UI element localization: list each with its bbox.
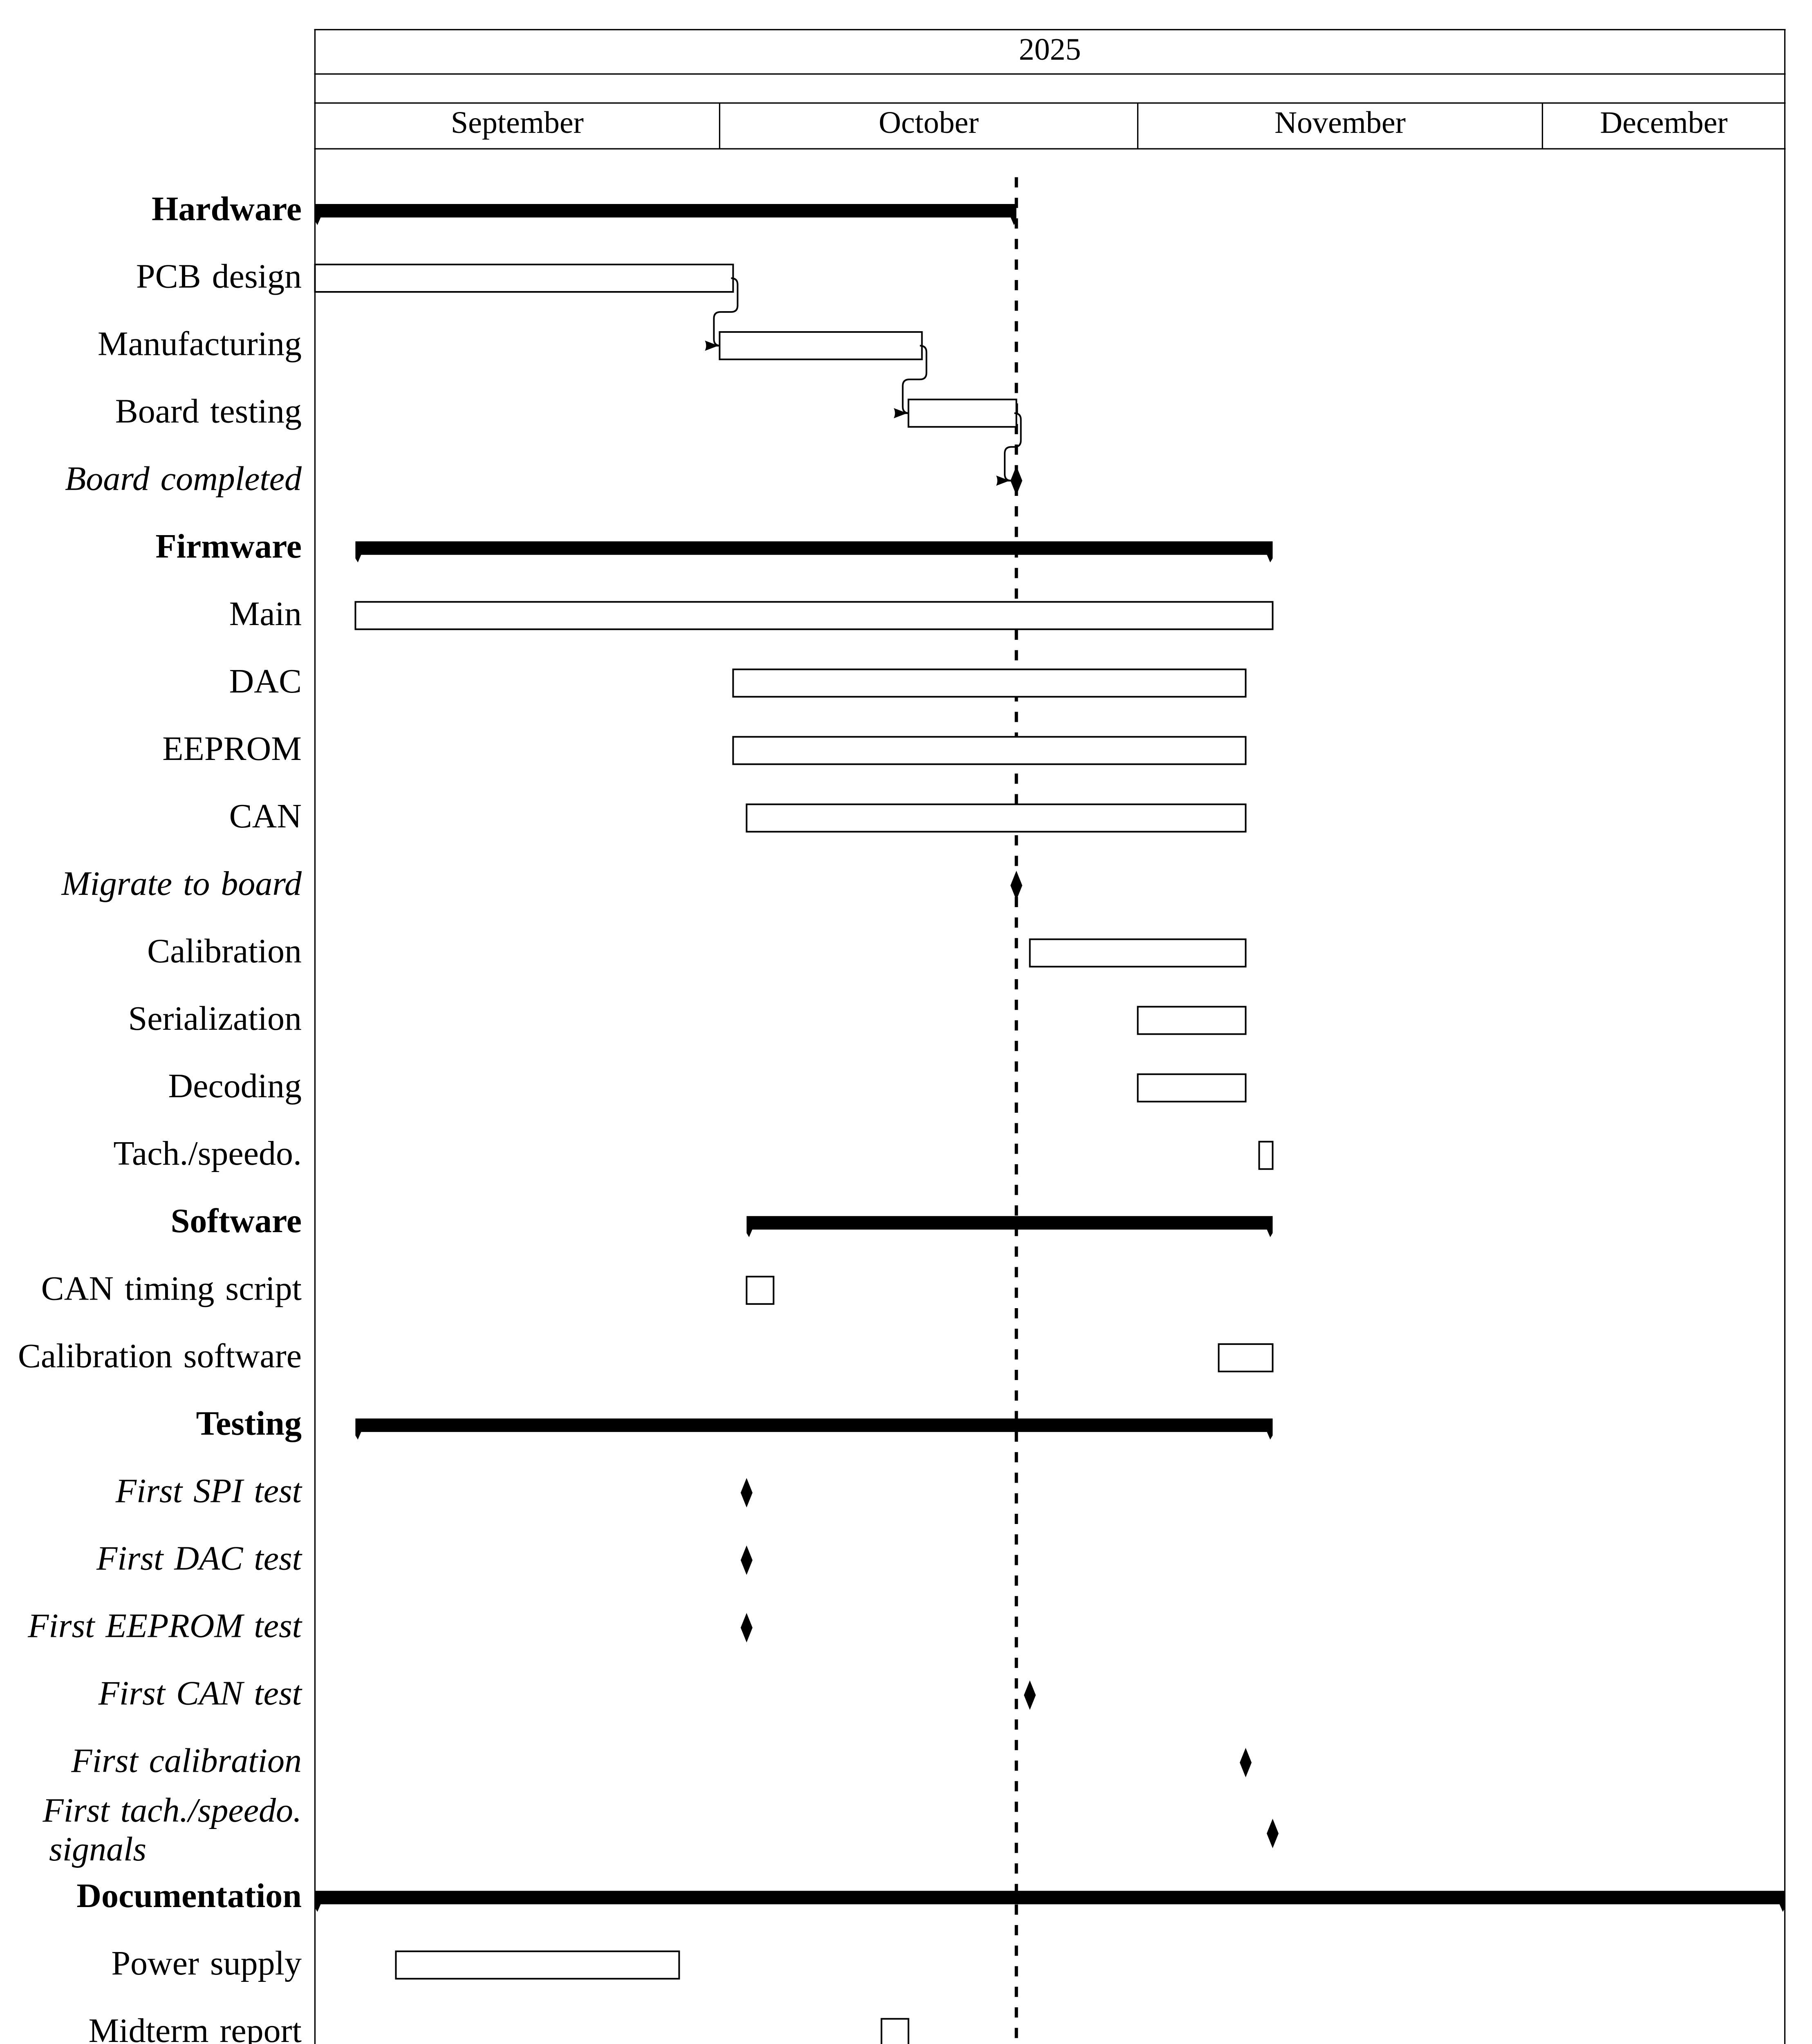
svg-text:Testing: Testing [196, 1404, 302, 1442]
svg-text:October: October [879, 105, 979, 140]
svg-text:First SPI test: First SPI test [115, 1472, 303, 1510]
svg-text:First tach./speedo.: First tach./speedo. [42, 1791, 302, 1829]
svg-text:Migrate to board: Migrate to board [61, 865, 302, 903]
svg-text:Board testing: Board testing [115, 392, 302, 430]
svg-text:PCB design: PCB design [136, 258, 302, 296]
svg-text:Power supply: Power supply [111, 1944, 302, 1982]
svg-text:Serialization: Serialization [128, 1000, 302, 1038]
svg-text:First CAN test: First CAN test [98, 1674, 303, 1712]
svg-text:DAC: DAC [229, 662, 302, 700]
svg-text:September: September [451, 105, 584, 140]
svg-text:Firmware: Firmware [155, 527, 302, 565]
svg-text:Board completed: Board completed [65, 460, 302, 498]
svg-text:First calibration: First calibration [71, 1742, 302, 1780]
svg-text:Calibration: Calibration [147, 932, 302, 970]
svg-text:Decoding: Decoding [168, 1067, 302, 1105]
svg-text:First EEPROM test: First EEPROM test [27, 1607, 303, 1645]
svg-text:signals: signals [49, 1830, 146, 1868]
svg-text:First DAC test: First DAC test [96, 1540, 303, 1578]
svg-text:Midterm report: Midterm report [88, 2012, 302, 2044]
svg-text:November: November [1274, 105, 1406, 140]
svg-text:Tach./speedo.: Tach./speedo. [113, 1134, 302, 1172]
svg-text:Main: Main [229, 595, 302, 633]
svg-text:EEPROM: EEPROM [162, 730, 302, 768]
svg-text:Hardware: Hardware [152, 190, 302, 228]
svg-text:December: December [1600, 105, 1727, 140]
svg-text:CAN: CAN [229, 797, 302, 835]
svg-text:Calibration software: Calibration software [18, 1337, 302, 1375]
svg-text:Manufacturing: Manufacturing [98, 325, 302, 363]
svg-text:2025: 2025 [1019, 32, 1081, 67]
svg-text:CAN timing script: CAN timing script [41, 1269, 302, 1307]
svg-text:Software: Software [171, 1202, 302, 1240]
svg-text:Documentation: Documentation [76, 1877, 302, 1915]
